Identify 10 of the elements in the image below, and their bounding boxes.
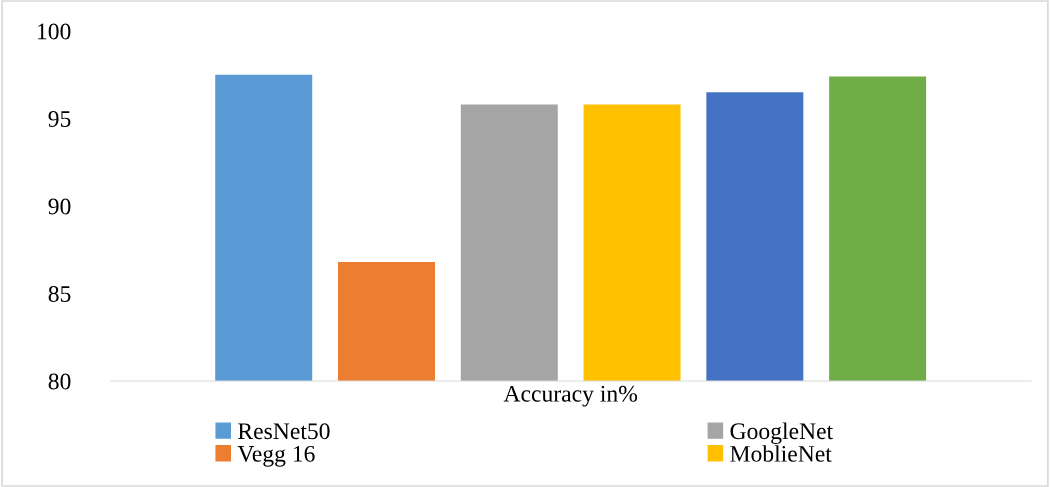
y-tick-label: 90	[48, 198, 71, 215]
y-tick-label: 95	[48, 111, 71, 127]
legend-label: ResNet50	[238, 423, 330, 440]
legend-label: GoogleNet	[730, 422, 833, 445]
legend-label: Vegg 16	[237, 445, 315, 467]
y-tick-label: 80	[48, 373, 71, 390]
x-tick-label: Accuracy in%	[503, 385, 638, 407]
y-tick-label: 100	[38, 23, 71, 40]
legend-label: MoblieNet	[730, 445, 832, 462]
y-tick-label: 85	[48, 285, 71, 302]
